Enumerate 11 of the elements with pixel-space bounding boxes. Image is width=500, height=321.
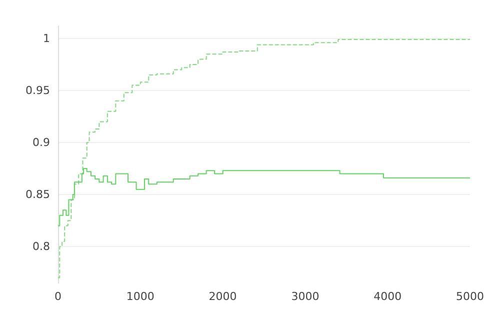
x-tick-label: 3000	[291, 290, 320, 303]
y-tick-label: 0.8	[32, 240, 50, 254]
x-tick-label: 1000	[126, 290, 154, 303]
y-tick-label: 1	[43, 32, 50, 45]
y-tick-label: 0.9	[32, 136, 50, 150]
x-tick-label: 4000	[374, 290, 402, 303]
x-tick-label: 2000	[208, 290, 237, 303]
x-tick-label: 5000	[456, 290, 484, 303]
y-tick-label: 0.85	[26, 188, 50, 202]
y-tick-label: 0.95	[26, 84, 50, 98]
x-tick-label: 0	[54, 290, 62, 303]
